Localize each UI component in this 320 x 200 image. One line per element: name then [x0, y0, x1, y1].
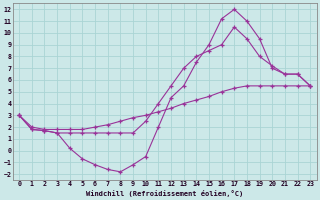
X-axis label: Windchill (Refroidissement éolien,°C): Windchill (Refroidissement éolien,°C) — [86, 190, 243, 197]
